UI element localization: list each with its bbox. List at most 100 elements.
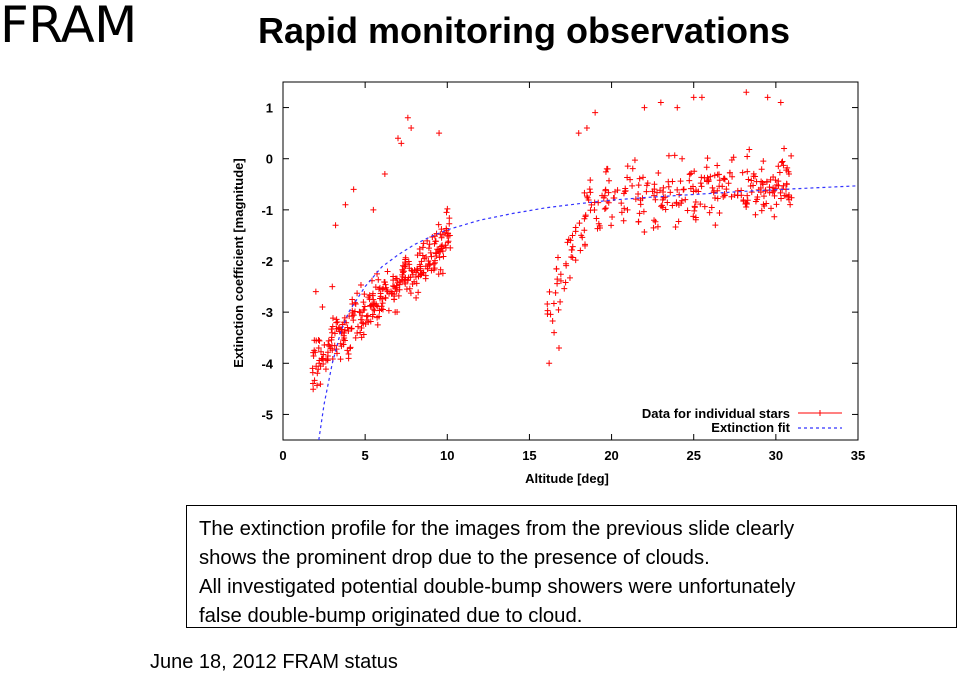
data-point	[675, 218, 682, 225]
data-point	[337, 356, 344, 363]
data-point	[422, 272, 429, 279]
data-point	[553, 265, 560, 272]
chart-legend: Data for individual stars Extinction fit	[642, 406, 842, 435]
data-point	[338, 326, 345, 333]
data-point	[404, 114, 411, 121]
data-point	[419, 244, 426, 251]
data-point	[436, 254, 443, 261]
data-point	[401, 279, 408, 286]
data-point	[369, 290, 376, 297]
data-point	[640, 174, 647, 181]
data-point	[725, 180, 732, 187]
data-point	[624, 206, 631, 213]
data-point	[391, 296, 398, 303]
data-point	[636, 210, 643, 217]
data-point	[775, 163, 782, 170]
data-point	[352, 299, 359, 306]
data-point	[430, 260, 437, 267]
data-point	[691, 207, 698, 214]
data-point	[328, 326, 335, 333]
data-point	[755, 186, 762, 193]
data-point	[716, 210, 723, 217]
data-point	[593, 215, 600, 222]
data-point	[649, 188, 656, 195]
data-point	[395, 135, 401, 142]
data-point	[322, 366, 329, 373]
data-point	[345, 328, 352, 335]
data-point	[432, 238, 439, 245]
data-point	[674, 104, 681, 111]
data-point	[444, 205, 451, 212]
data-point	[316, 337, 323, 344]
data-point	[429, 233, 436, 240]
note-line: false double-bump originated due to clou…	[199, 605, 583, 627]
data-point	[689, 183, 696, 190]
data-point	[776, 169, 783, 176]
data-point	[721, 176, 728, 183]
data-point	[350, 186, 357, 193]
data-point	[372, 284, 379, 291]
data-point	[435, 221, 442, 228]
data-point	[341, 334, 348, 341]
data-point	[771, 213, 778, 220]
data-point	[592, 109, 599, 116]
data-point	[414, 265, 421, 272]
data-point	[309, 380, 316, 387]
data-point	[439, 242, 446, 249]
x-tick-label: 20	[604, 448, 618, 463]
data-point	[780, 162, 787, 169]
data-point	[650, 224, 657, 231]
data-point	[657, 99, 664, 106]
data-point	[325, 337, 332, 344]
data-point	[660, 189, 667, 196]
data-point	[716, 183, 723, 190]
data-point	[569, 232, 576, 239]
data-point	[778, 195, 785, 202]
data-point	[371, 307, 378, 314]
data-point	[329, 323, 336, 330]
data-point	[734, 192, 741, 199]
data-point	[418, 258, 425, 265]
data-point	[399, 273, 406, 280]
data-point	[720, 193, 727, 200]
data-point	[314, 382, 321, 389]
data-point	[323, 357, 330, 364]
legend-sample-stars	[798, 410, 842, 416]
data-point	[311, 377, 318, 384]
data-point	[669, 202, 676, 209]
data-point	[328, 342, 335, 349]
data-point	[581, 189, 588, 196]
data-point	[752, 211, 759, 218]
data-point	[786, 171, 792, 178]
data-point	[312, 288, 319, 295]
data-point	[787, 201, 794, 208]
data-point	[763, 178, 770, 185]
data-point	[773, 181, 780, 188]
data-point	[377, 295, 384, 302]
data-point	[758, 178, 765, 185]
data-point	[768, 205, 775, 212]
data-point	[354, 290, 361, 297]
data-point	[780, 182, 787, 189]
data-point	[329, 283, 336, 290]
x-axis-label: Altitude [deg]	[525, 471, 609, 486]
data-point	[439, 270, 446, 277]
data-point	[550, 300, 557, 307]
data-point	[340, 341, 347, 348]
data-point	[312, 349, 319, 356]
data-point	[577, 247, 584, 254]
data-point	[417, 267, 424, 274]
data-point	[358, 324, 365, 331]
data-point	[546, 360, 553, 367]
data-point	[641, 229, 648, 236]
data-point	[728, 193, 735, 200]
y-tick-label: 1	[266, 101, 273, 116]
data-point	[631, 157, 638, 164]
data-point	[415, 273, 422, 280]
data-point	[367, 318, 374, 325]
data-point	[404, 277, 411, 284]
data-point	[387, 288, 394, 295]
data-point	[442, 244, 449, 251]
data-point	[344, 324, 351, 331]
data-point	[624, 163, 631, 170]
